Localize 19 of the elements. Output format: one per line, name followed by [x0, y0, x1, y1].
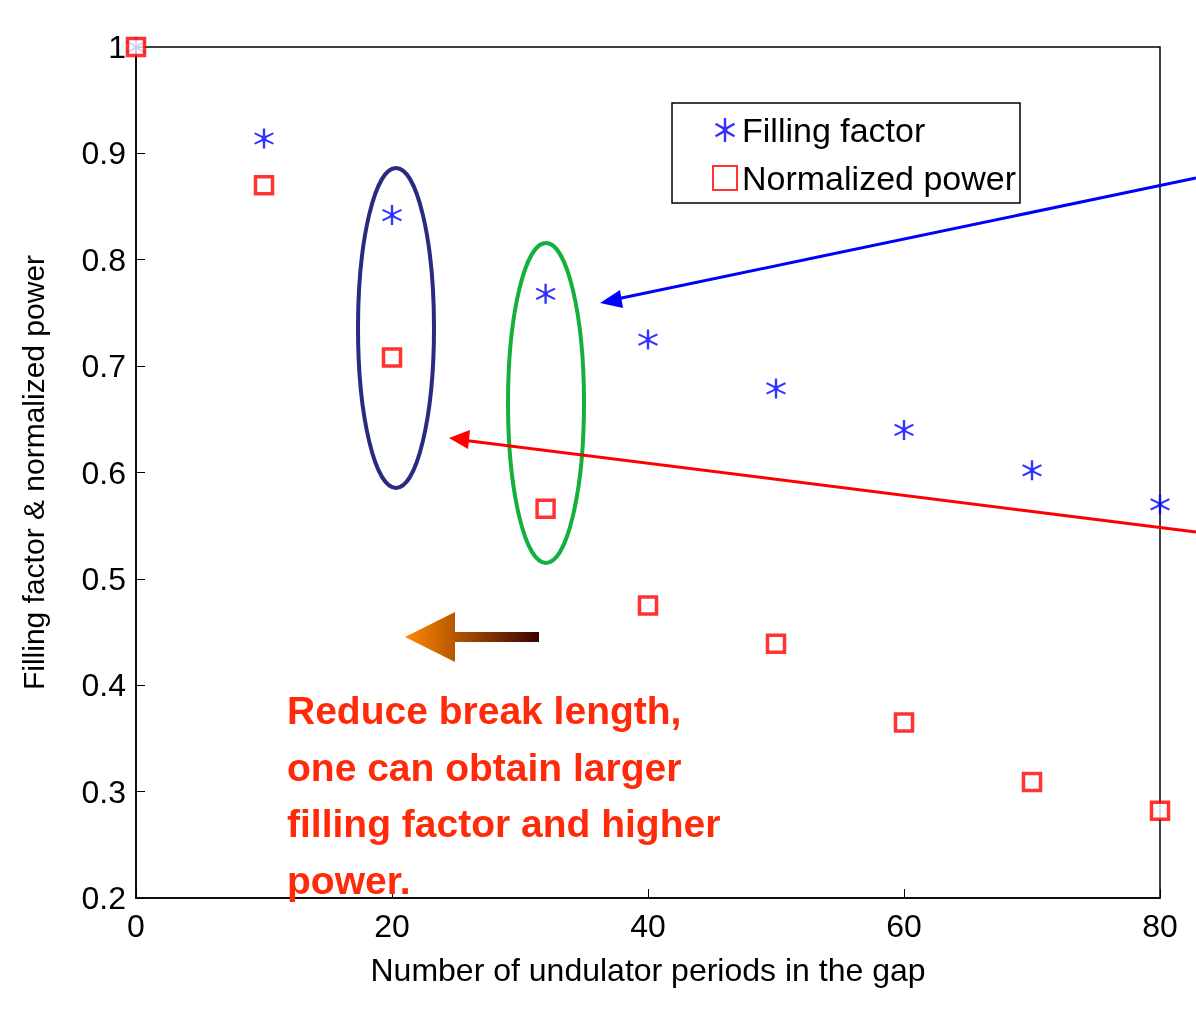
- y-axis-title: Filling factor & normalized power: [16, 254, 50, 691]
- y-tick-label: 0.3: [81, 773, 126, 810]
- x-axis-title: Number of undulator periods in the gap: [370, 952, 926, 988]
- legend-label: Filling factor: [742, 111, 926, 149]
- x-tick-label: 40: [630, 908, 666, 944]
- y-tick-label: 0.4: [81, 667, 126, 704]
- y-tick-label: 0.8: [81, 241, 126, 278]
- annotation: Reduce break length, one can obtain larger filling factor and higher power.: [287, 688, 722, 904]
- y-tick-label: 0.7: [81, 348, 126, 385]
- legend-label: Normalized power: [742, 159, 1017, 197]
- y-tick-label: 1: [108, 29, 126, 65]
- y-tick-label: 0.9: [81, 135, 126, 172]
- y-tick-label: 0.6: [81, 454, 126, 491]
- x-tick-label: 80: [1142, 908, 1178, 944]
- y-tick-label: 0.5: [81, 560, 126, 597]
- x-tick-label: 0: [127, 908, 145, 944]
- x-tick-label: 60: [886, 908, 922, 944]
- y-tick-label: 0.2: [81, 880, 126, 916]
- x-tick-label: 20: [374, 908, 410, 944]
